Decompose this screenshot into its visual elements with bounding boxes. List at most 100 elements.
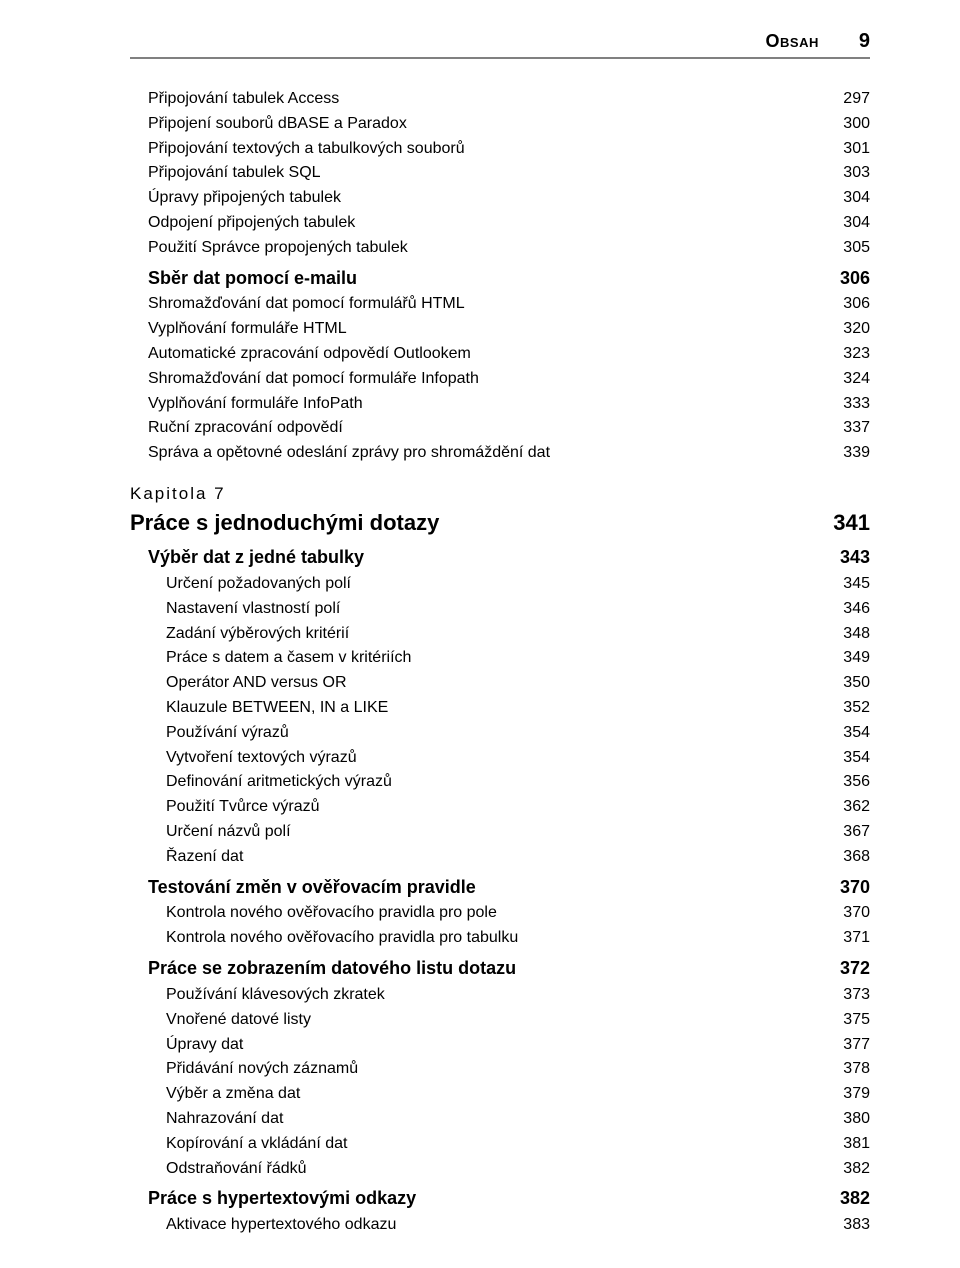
toc-label: Definování aritmetických výrazů	[166, 770, 790, 795]
toc-label: Práce s jednoduchými dotazy	[130, 506, 790, 540]
toc-page: 371	[810, 926, 870, 951]
toc-page: 304	[810, 186, 870, 211]
toc-label: Kopírování a vkládání dat	[166, 1132, 790, 1157]
toc-page: 356	[810, 770, 870, 795]
toc-label: Aktivace hypertextového odkazu	[166, 1213, 790, 1238]
toc-row: Použití Správce propojených tabulek 305	[148, 236, 870, 261]
toc-page: 350	[810, 671, 870, 696]
toc-row: Kopírování a vkládání dat381	[166, 1132, 870, 1157]
toc-row: Vyplňování formuláře HTML320	[148, 317, 870, 342]
toc-page: 324	[810, 367, 870, 392]
toc-page: 306	[810, 292, 870, 317]
toc-label: Odpojení připojených tabulek	[148, 211, 790, 236]
page: Obsah 9 Připojování tabulek Access297Při…	[0, 0, 960, 1268]
toc-page: 375	[810, 1008, 870, 1033]
toc-row: Použití Tvůrce výrazů362	[166, 795, 870, 820]
toc-page: 354	[810, 746, 870, 771]
toc-page: 373	[810, 983, 870, 1008]
toc-row: Práce se zobrazením datového listu dotaz…	[148, 955, 870, 983]
toc-label: Připojování textových a tabulkových soub…	[148, 137, 790, 162]
toc-label: Používání klávesových zkratek	[166, 983, 790, 1008]
toc-block: Shromažďování dat pomocí formulářů HTML3…	[130, 292, 870, 466]
toc-page: 378	[810, 1057, 870, 1082]
toc-page: 372	[810, 955, 870, 983]
toc-row: Připojování tabulek SQL303	[148, 161, 870, 186]
toc-page: 370	[810, 901, 870, 926]
toc-page: 377	[810, 1033, 870, 1058]
toc-page: 368	[810, 845, 870, 870]
toc-row: Připojení souborů dBASE a Paradox 300	[148, 112, 870, 137]
toc-label: Operátor AND versus OR	[166, 671, 790, 696]
page-header: Obsah 9	[130, 30, 870, 59]
toc-row: Zadání výběrových kritérií348	[166, 622, 870, 647]
toc-section-heading: Sběr dat pomocí e-mailu 306	[148, 265, 870, 293]
toc-label: Ruční zpracování odpovědí	[148, 416, 790, 441]
toc-page: 301	[810, 137, 870, 162]
toc-label: Práce se zobrazením datového listu dotaz…	[148, 955, 790, 983]
toc-page: 346	[810, 597, 870, 622]
toc-page: 349	[810, 646, 870, 671]
toc-row: Práce s datem a časem v kritériích 349	[166, 646, 870, 671]
toc-row: Definování aritmetických výrazů 356	[166, 770, 870, 795]
toc-page: 303	[810, 161, 870, 186]
toc-row: Používání klávesových zkratek 373	[166, 983, 870, 1008]
toc-row: Kontrola nového ověřovacího pravidla pro…	[166, 926, 870, 951]
toc-label: Použití Správce propojených tabulek	[148, 236, 790, 261]
toc-label: Shromažďování dat pomocí formuláře Infop…	[148, 367, 790, 392]
toc-page: 380	[810, 1107, 870, 1132]
toc-row: Operátor AND versus OR 350	[166, 671, 870, 696]
toc-page: 306	[810, 265, 870, 293]
toc-label: Úpravy dat	[166, 1033, 790, 1058]
toc-row: Shromažďování dat pomocí formuláře Infop…	[148, 367, 870, 392]
toc-row: Vnořené datové listy 375	[166, 1008, 870, 1033]
toc-row: Vyplňování formuláře InfoPath333	[148, 392, 870, 417]
toc-row: Vytvoření textových výrazů354	[166, 746, 870, 771]
toc-label: Připojení souborů dBASE a Paradox	[148, 112, 790, 137]
toc-row: Práce s hypertextovými odkazy 382	[148, 1185, 870, 1213]
toc-label: Vnořené datové listy	[166, 1008, 790, 1033]
toc-label: Řazení dat	[166, 845, 790, 870]
toc-row: Odpojení připojených tabulek304	[148, 211, 870, 236]
toc-page: 337	[810, 416, 870, 441]
toc-label: Používání výrazů	[166, 721, 790, 746]
toc-row: Úpravy dat 377	[166, 1033, 870, 1058]
toc-page: 367	[810, 820, 870, 845]
toc-row: Připojování tabulek Access297	[148, 87, 870, 112]
toc-label: Určení požadovaných polí	[166, 572, 790, 597]
toc-label: Práce s datem a časem v kritériích	[166, 646, 790, 671]
toc-row: Výběr a změna dat379	[166, 1082, 870, 1107]
toc-label: Výběr dat z jedné tabulky	[148, 544, 790, 572]
toc-label: Správa a opětovné odeslání zprávy pro sh…	[148, 441, 790, 466]
toc-label: Práce s hypertextovými odkazy	[148, 1185, 790, 1213]
toc-page: 379	[810, 1082, 870, 1107]
toc-page: 370	[810, 874, 870, 902]
toc-label: Nastavení vlastností polí	[166, 597, 790, 622]
toc-label: Kontrola nového ověřovacího pravidla pro…	[166, 926, 790, 951]
toc-row: Kontrola nového ověřovacího pravidla pro…	[166, 901, 870, 926]
toc-row: Testování změn v ověřovacím pravidle370	[148, 874, 870, 902]
toc-page: 382	[810, 1185, 870, 1213]
toc-label: Vyplňování formuláře InfoPath	[148, 392, 790, 417]
toc-row: Shromažďování dat pomocí formulářů HTML3…	[148, 292, 870, 317]
toc-label: Klauzule BETWEEN, IN a LIKE	[166, 696, 790, 721]
toc-page: 323	[810, 342, 870, 367]
toc-page: 305	[810, 236, 870, 261]
toc-row: Odstraňování řádků382	[166, 1157, 870, 1182]
toc-label: Sběr dat pomocí e-mailu	[148, 265, 790, 293]
toc-page: 352	[810, 696, 870, 721]
toc-page: 382	[810, 1157, 870, 1182]
toc-row: Automatické zpracování odpovědí Outlooke…	[148, 342, 870, 367]
toc-page: 345	[810, 572, 870, 597]
toc-label: Kontrola nového ověřovacího pravidla pro…	[166, 901, 790, 926]
toc-row: Klauzule BETWEEN, IN a LIKE 352	[166, 696, 870, 721]
toc-page: 339	[810, 441, 870, 466]
toc-block: Připojování tabulek Access297Připojení s…	[130, 87, 870, 261]
toc-row: Úpravy připojených tabulek304	[148, 186, 870, 211]
toc-row: Určení požadovaných polí 345	[166, 572, 870, 597]
toc-page: 354	[810, 721, 870, 746]
toc-row: Řazení dat 368	[166, 845, 870, 870]
toc-page: 300	[810, 112, 870, 137]
toc-row: Nahrazování dat380	[166, 1107, 870, 1132]
header-title: Obsah	[766, 31, 819, 52]
chapter-label: Kapitola 7	[130, 484, 870, 504]
